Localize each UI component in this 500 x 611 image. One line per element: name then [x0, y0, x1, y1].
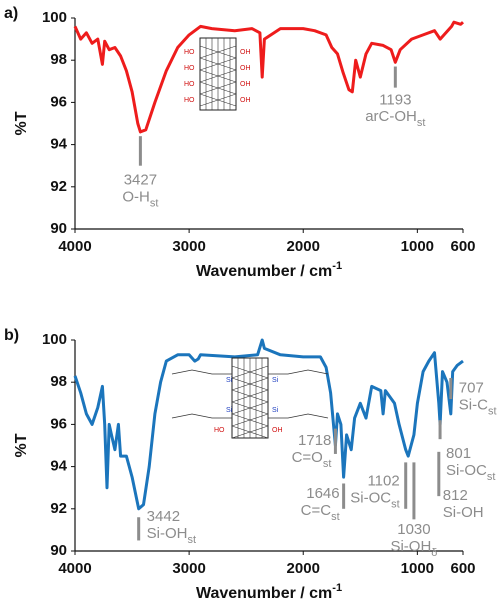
inset-label: Si	[226, 377, 233, 384]
panel-label: a)	[4, 5, 18, 22]
annotation-number: 3442	[147, 508, 180, 525]
y-tick-label: 96	[50, 93, 67, 110]
y-axis-label: %T	[13, 433, 30, 457]
annotation-number: 1030	[397, 521, 430, 538]
x-tick-label: 600	[450, 238, 475, 255]
panel-label: b)	[4, 327, 19, 344]
annotation-text: Si-OH	[147, 525, 188, 542]
annotation-text: arC-OH	[365, 108, 417, 125]
inset-label: Si	[272, 377, 279, 384]
y-tick-label: 92	[50, 178, 67, 195]
y-tick-label: 94	[50, 458, 67, 475]
x-axis-label-sup: -1	[332, 260, 342, 272]
y-tick-label: 98	[50, 373, 67, 390]
inset-label: OH	[240, 97, 251, 104]
x-axis-label: Wavenumber / cm-1	[196, 582, 342, 602]
inset-label: Si	[226, 407, 233, 414]
y-tick-label: 90	[50, 220, 67, 237]
annotation-sub: st	[488, 405, 497, 417]
annotation-label: C=Ost	[292, 449, 332, 470]
y-tick-label: 100	[42, 9, 67, 26]
annotation-label: Si-OH	[443, 504, 484, 521]
annotation-text: Si-OC	[350, 489, 391, 506]
annotation-sub: st	[331, 511, 340, 523]
inset-label: OH	[272, 427, 283, 434]
annotation-text: Si-OC	[446, 462, 487, 479]
spectrum-line	[73, 20, 465, 134]
annotation-label: Si-OCst	[350, 489, 399, 510]
y-tick-label: 92	[50, 500, 67, 517]
inset-label: OH	[240, 49, 251, 56]
inset-label: HO	[184, 49, 195, 56]
annotation-text: C=O	[292, 449, 323, 466]
annotation-label: Si-OCst	[446, 462, 495, 483]
x-tick-label: 2000	[287, 560, 320, 577]
y-tick-label: 94	[50, 136, 67, 153]
x-axis-label-text: Wavenumber / cm	[196, 263, 332, 280]
spectrum-line	[73, 338, 464, 511]
y-tick-label: 100	[42, 331, 67, 348]
annotation-text: C=C	[301, 502, 332, 519]
y-axis-label: %T	[13, 111, 30, 135]
annotation-label: Si-OHδ	[390, 538, 437, 559]
x-tick-label: 1000	[401, 238, 434, 255]
x-tick-label: 1000	[401, 560, 434, 577]
x-tick-label: 4000	[58, 560, 91, 577]
inset-molecule: HO OH Si Si Si Si	[171, 357, 329, 439]
annotation-number: 801	[446, 445, 471, 462]
inset-label: HO	[184, 81, 195, 88]
annotation-text: Si-OH	[390, 538, 431, 555]
annotation-sub: st	[487, 471, 496, 483]
x-tick-label: 3000	[172, 238, 205, 255]
y-tick-label: 98	[50, 51, 67, 68]
annotation-sub: st	[150, 197, 159, 209]
x-axis-label: Wavenumber / cm-1	[196, 260, 342, 280]
annotation-text: O-H	[122, 188, 150, 205]
inset-molecule: HO HO HO HO OH OH OH OH	[184, 37, 251, 111]
annotation-label: Si-Cst	[459, 396, 497, 417]
x-axis-label-sup: -1	[332, 582, 342, 594]
inset-label: HO	[184, 65, 195, 72]
annotation-label: O-Hst	[122, 188, 158, 209]
annotation-sub: st	[391, 498, 400, 510]
annotation-label: arC-OHst	[365, 108, 425, 129]
annotation-number: 3427	[124, 171, 157, 188]
x-axis-label-text: Wavenumber / cm	[196, 585, 332, 602]
x-tick-label: 4000	[58, 238, 91, 255]
annotation-number: 1193	[379, 91, 411, 108]
annotation-label: Si-OHst	[147, 525, 196, 546]
x-tick-label: 600	[450, 560, 475, 577]
inset-label: Si	[272, 407, 279, 414]
inset-label: OH	[240, 81, 251, 88]
annotation-number: 707	[459, 379, 484, 396]
annotation-sub: st	[417, 117, 426, 129]
x-tick-label: 3000	[172, 560, 205, 577]
annotation-number: 1718	[298, 432, 331, 449]
annotation-sub: st	[323, 458, 332, 470]
annotation-text: Si-OH	[443, 504, 484, 521]
inset-label: HO	[214, 427, 225, 434]
annotation-number: 812	[443, 487, 468, 504]
y-tick-label: 90	[50, 542, 67, 559]
annotation-label: C=Cst	[301, 502, 340, 523]
inset-label: OH	[240, 65, 251, 72]
inset-label: HO	[184, 97, 195, 104]
annotation-number: 1102	[367, 472, 399, 489]
annotation-sub: δ	[431, 547, 437, 559]
annotation-sub: st	[188, 534, 197, 546]
y-tick-label: 96	[50, 415, 67, 432]
annotation-text: Si-C	[459, 396, 488, 413]
annotation-number: 1646	[306, 485, 339, 502]
x-tick-label: 2000	[287, 238, 320, 255]
